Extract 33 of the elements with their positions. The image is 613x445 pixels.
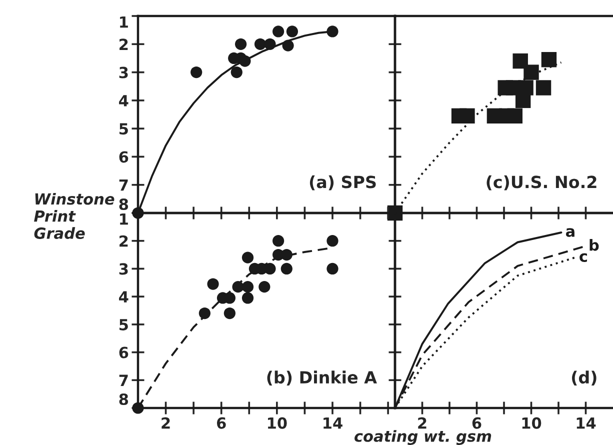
- x-tick-label: 6: [216, 417, 226, 429]
- annotation: (b) Dinkie A: [267, 370, 377, 386]
- y-tick-label: 6: [119, 151, 128, 163]
- y-tick-label: 7: [119, 374, 128, 386]
- annotation: (a) SPS: [310, 175, 376, 190]
- x-tick-label: 2: [162, 417, 170, 429]
- y-tick-label: 4: [119, 95, 128, 106]
- y-axis-title: Winstone Print Grade: [34, 192, 114, 239]
- y-tick-label: 2: [120, 235, 128, 247]
- y-tick-label: 6: [119, 346, 128, 358]
- x-tick-label: 14: [576, 418, 596, 429]
- y-tick-label: 1: [120, 16, 128, 28]
- y-tick-label: 5: [120, 319, 128, 330]
- annotation: (d): [572, 370, 596, 386]
- x-axis-title: coating wt. gsm: [354, 430, 492, 445]
- x-tick-label: 6: [472, 417, 482, 429]
- y-tick-label: 2: [120, 38, 128, 50]
- y-tick-label: 8: [119, 393, 128, 406]
- annotation: (c)U.S. No.2: [486, 175, 596, 190]
- x-tick-label: 14: [324, 418, 342, 429]
- series-label: b: [590, 239, 599, 251]
- series-label: c: [580, 253, 587, 262]
- series-label: a: [566, 228, 574, 237]
- y-tick-label: 4: [119, 291, 128, 302]
- y-tick-label: 3: [119, 263, 128, 275]
- x-tick-label: 10: [522, 417, 542, 429]
- y-tick-label: 3: [119, 66, 128, 78]
- y-tick-label: 8: [119, 198, 128, 210]
- x-tick-label: 10: [268, 417, 287, 429]
- x-tick-label: 2: [418, 417, 426, 429]
- y-tick-label: 5: [120, 123, 128, 135]
- y-tick-label: 1: [120, 213, 128, 225]
- y-tick-label: 7: [119, 180, 128, 191]
